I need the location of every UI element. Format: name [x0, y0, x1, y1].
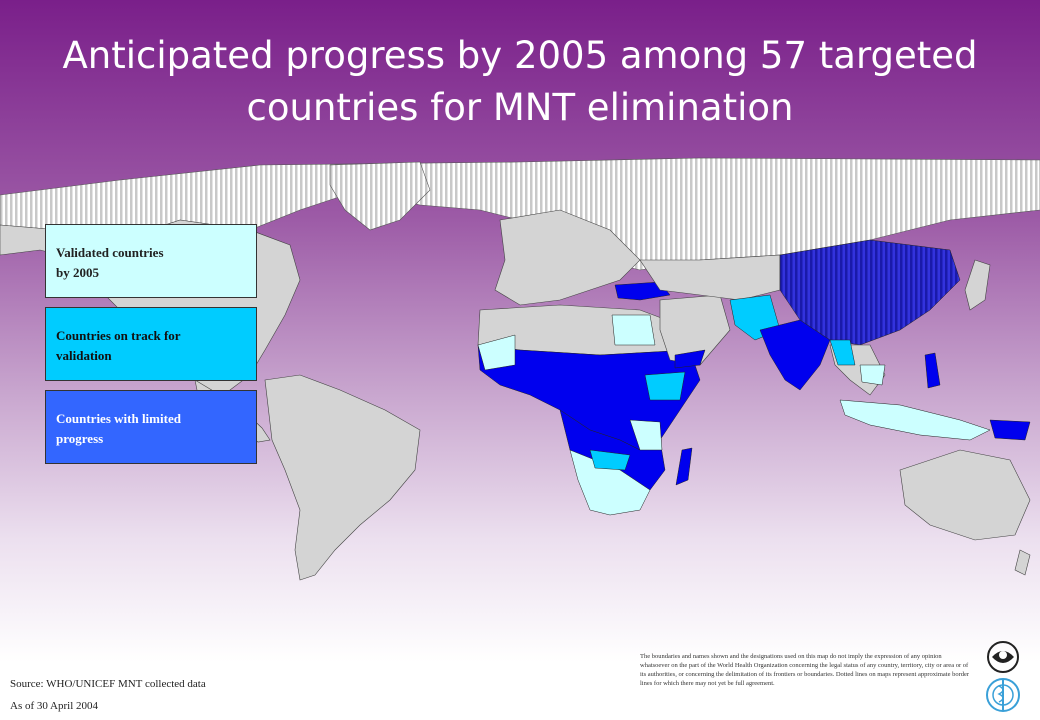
southern-africa	[569, 449, 651, 516]
disclaimer-text: The boundaries and names shown and the d…	[640, 653, 970, 687]
unicef-logo	[987, 641, 1019, 673]
ethiopia	[644, 371, 686, 401]
south-america	[264, 374, 421, 581]
page-title: Anticipated progress by 2005 among 57 ta…	[62, 34, 978, 129]
japan	[964, 259, 991, 311]
yemen	[674, 349, 706, 369]
zambia	[589, 449, 631, 471]
australia	[899, 449, 1031, 541]
tanzania	[629, 419, 663, 451]
egypt	[611, 314, 656, 346]
europe	[494, 209, 641, 306]
cambodia-laos	[859, 364, 886, 386]
papua-new-guinea	[989, 419, 1031, 441]
philippines	[924, 352, 941, 389]
greenland	[329, 161, 431, 231]
legend-validated: Validated countries by 2005	[45, 224, 257, 298]
madagascar	[675, 447, 693, 486]
legend-on-track: Countries on track for validation	[45, 307, 257, 381]
indonesia	[839, 399, 991, 441]
who-logo	[986, 678, 1020, 712]
central-asia	[639, 254, 781, 301]
as-of-date: As of 30 April 2004	[10, 700, 98, 712]
china	[779, 239, 961, 346]
new-zealand	[1014, 549, 1031, 576]
turkey	[614, 281, 671, 301]
legend-limited-progress: Countries with limited progress	[45, 390, 257, 464]
mauritania	[477, 334, 516, 371]
myanmar	[829, 339, 856, 366]
source-text: Source: WHO/UNICEF MNT collected data	[10, 678, 206, 690]
